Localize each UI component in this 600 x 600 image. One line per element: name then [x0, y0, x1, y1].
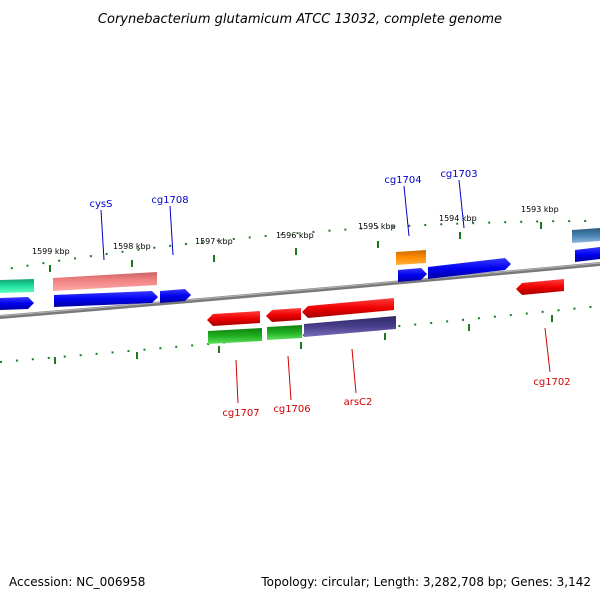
green-feature-2 — [267, 325, 302, 340]
kbp-label-1596: 1596 kbp — [276, 231, 314, 240]
gene-label-cg1704: cg1704 — [384, 175, 421, 186]
slate-feature — [304, 316, 396, 337]
cds-reverse-cg1707 — [207, 311, 260, 326]
gene-label-cg1702: cg1702 — [533, 377, 570, 388]
gene-label-cysS: cysS — [90, 199, 113, 210]
kbp-label-1597: 1597 kbp — [195, 237, 233, 246]
kbp-label-1598: 1598 kbp — [113, 242, 151, 251]
cds-forward-cg1703 — [428, 258, 511, 279]
kbp-label-1599: 1599 kbp — [32, 247, 70, 256]
gene-label-cg1703: cg1703 — [440, 169, 477, 180]
cds-forward-cg1708 — [160, 289, 191, 303]
cds-forward-cg1704 — [398, 268, 427, 282]
steel-feature — [572, 228, 600, 243]
reverse-leader-lines — [235, 327, 551, 404]
map-title: Corynebacterium glutamicum ATCC 13032, c… — [98, 12, 502, 27]
kbp-label-1593: 1593 kbp — [521, 205, 559, 214]
forward-leader-lines — [100, 179, 465, 261]
cds-forward-1 — [0, 297, 34, 310]
cds-reverse-cg1702 — [516, 279, 564, 295]
cds-reverse-arsC2 — [302, 298, 394, 318]
gene-label-arsC2: arsC2 — [344, 397, 373, 408]
cds-forward-cysS — [54, 291, 158, 307]
genome-backbone-highlight — [0, 262, 600, 317]
gene-label-cg1706: cg1706 — [273, 404, 310, 415]
orange-feature — [396, 250, 426, 265]
gc-feature-pink — [53, 272, 157, 291]
topology-summary: Topology: circular; Length: 3,282,708 bp… — [260, 575, 591, 589]
major-ticks — [49, 222, 553, 364]
gene-label-cg1707: cg1707 — [222, 408, 259, 419]
kbp-label-1595: 1595 kbp — [358, 222, 396, 231]
kbp-label-1594: 1594 kbp — [439, 214, 477, 223]
accession-text: Accession: NC_006958 — [9, 575, 145, 589]
gc-feature-teal — [0, 279, 34, 293]
cds-reverse-cg1706 — [266, 308, 301, 322]
cds-forward-2 — [575, 247, 600, 262]
genome-backbone — [0, 262, 600, 319]
green-feature-1 — [208, 328, 262, 344]
gene-label-cg1708: cg1708 — [151, 195, 188, 206]
